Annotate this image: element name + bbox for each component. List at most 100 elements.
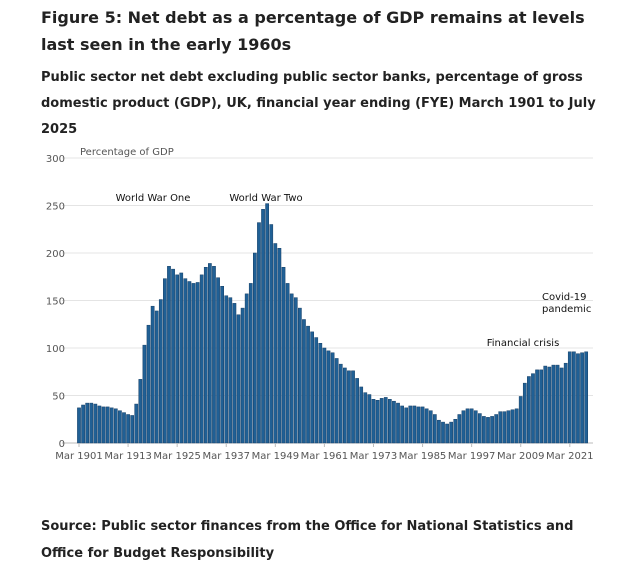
bar-1913 [126,414,130,444]
bar-1975 [379,398,384,444]
x-tick-label: Mar 1961 [301,451,349,462]
bar-1967 [347,370,351,444]
annotation-covid-19: Covid-19 [542,292,586,303]
bar-2003 [494,414,499,444]
bar-1941 [240,307,245,444]
bar-1977 [387,399,392,444]
bar-1904 [89,402,94,444]
y-tick-label: 50 [52,392,65,403]
x-axis-ticks: Mar 1901 Mar 1913 Mar 1925 Mar 1937 Mar 1949… [55,443,594,462]
bar-2009 [518,396,523,444]
bar-1980 [400,405,404,444]
bar-1933 [208,263,212,444]
bar-1918 [146,324,151,444]
bar-1902 [81,404,85,444]
x-tick-label: Mar 1949 [252,451,300,462]
bar-1993 [453,419,458,444]
bar-2000 [482,416,486,444]
bar-2008 [514,408,519,444]
bar-1962 [326,350,331,444]
bar-1973 [371,399,376,444]
bar-1984 [416,406,421,444]
bar-1929 [191,283,196,444]
bar-1985 [420,406,425,444]
bar-2022 [572,351,576,444]
bar-1921 [158,299,163,444]
bar-1934 [212,266,216,444]
bar-2006 [506,410,511,444]
bar-1954 [293,297,298,444]
bar-2004 [498,411,503,444]
bar-1938 [228,297,233,444]
x-tick-label: Mar 2009 [497,451,545,462]
bar-2005 [502,411,507,444]
chart-subtitle: Public sector net debt excluding public … [41,70,596,137]
bar-1928 [187,281,192,444]
bar-1925 [175,274,180,444]
source-note: Source: Public sector finances from the … [41,519,574,561]
bar-1919 [150,305,155,444]
bar-1968 [351,370,355,444]
bar-1979 [396,402,400,444]
bar-1986 [424,408,429,444]
x-tick-label: Mar 1973 [350,451,398,462]
y-tick-label: 0 [59,439,65,450]
bar-1939 [232,303,237,444]
bar-1996 [465,408,470,444]
bar-1940 [236,314,241,444]
bar-1947 [265,203,269,444]
bar-1914 [130,415,135,444]
bar-1930 [195,282,200,444]
bar-1943 [248,283,253,444]
bar-2013 [535,369,539,444]
bar-1990 [441,421,445,444]
bar-1999 [477,413,482,444]
bar-1959 [314,337,319,444]
y-tick-label: 250 [46,202,65,213]
x-tick-label: Mar 1925 [153,451,201,462]
bar-1949 [273,243,278,444]
bar-1995 [461,410,466,444]
annotation-pandemic: pandemic [542,304,591,315]
bar-1926 [179,272,184,444]
bar-1965 [338,363,343,444]
bar-1950 [277,248,282,444]
bar-1935 [216,277,220,444]
bar-1992 [449,421,454,444]
bar-1997 [469,408,474,444]
bar-2019 [559,367,564,444]
bar-1971 [363,392,368,444]
bar-1948 [269,224,274,444]
bar-2011 [527,376,531,444]
bar-1953 [289,293,294,444]
y-axis-label: Percentage of GDP [80,147,174,158]
bar-2010 [522,382,527,444]
x-tick-label: Mar 1997 [448,451,496,462]
bar-1907 [101,406,106,444]
bar-1983 [412,405,417,444]
bar-2002 [490,416,494,444]
bar-1901 [77,407,81,444]
x-tick-label: Mar 1937 [202,451,250,462]
bar-1991 [445,423,449,444]
bar-1970 [359,386,364,444]
bar-1927 [183,278,188,444]
bar-2018 [555,364,560,444]
bar-1910 [113,408,118,444]
bar-1981 [404,407,409,444]
bar-1994 [457,414,462,444]
bar-1905 [93,403,98,444]
bar-1978 [392,400,396,444]
bars [77,203,589,444]
bar-1964 [334,358,339,444]
bar-1952 [285,283,290,444]
bar-1924 [171,268,175,444]
bar-2015 [543,365,548,444]
bar-1974 [375,400,380,444]
bar-1911 [118,410,122,444]
bar-1969 [355,378,359,444]
y-tick-label: 100 [46,344,65,355]
x-tick-label: Mar 1985 [399,451,447,462]
bar-1958 [310,331,314,444]
bar-1942 [244,293,249,444]
